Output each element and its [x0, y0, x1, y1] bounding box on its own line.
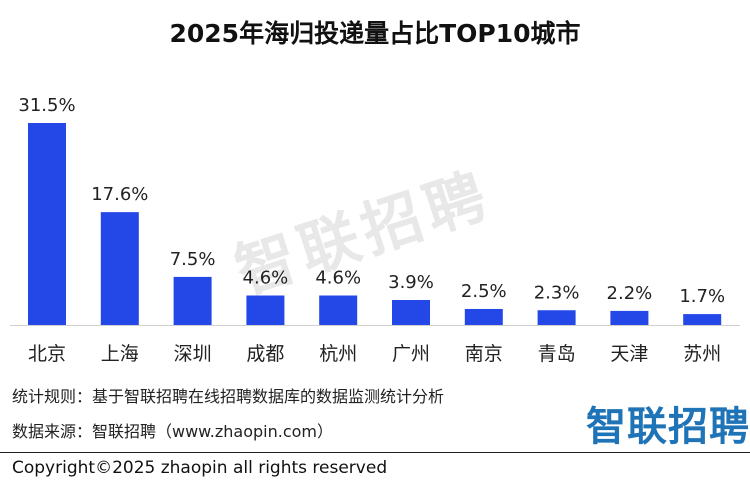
value-label: 4.6% [243, 268, 289, 289]
value-label: 31.5% [18, 95, 75, 116]
category-label: 北京 [28, 343, 66, 365]
bar-chart: 31.5% 北京 17.6% 上海 7.5% 深圳 4.6% 成都 4.6% 杭州 3.9% 广州 2.… [10, 95, 740, 365]
category-label: 深圳 [174, 343, 212, 365]
category-label: 广州 [392, 343, 430, 365]
bar-杭州 [319, 295, 358, 325]
chart-title: 2025年海归投递量占比TOP10城市 [169, 19, 581, 48]
category-label: 南京 [465, 343, 503, 365]
bar-成都 [246, 295, 285, 325]
value-label: 3.9% [388, 272, 434, 293]
bar-深圳 [173, 276, 212, 325]
category-label: 成都 [246, 343, 284, 365]
footer-divider [0, 452, 750, 453]
category-label: 上海 [101, 343, 139, 365]
copyright-text: Copyright©2025 zhaopin all rights reserv… [12, 458, 388, 478]
category-label: 苏州 [683, 343, 721, 365]
category-label: 天津 [610, 343, 648, 365]
value-label: 1.7% [679, 286, 725, 307]
value-label: 7.5% [170, 249, 216, 270]
bar-南京 [464, 308, 503, 325]
bar-上海 [100, 212, 139, 325]
category-label: 杭州 [319, 343, 357, 365]
value-label: 2.5% [461, 281, 507, 302]
category-label: 青岛 [538, 343, 576, 365]
value-label: 2.3% [534, 282, 580, 303]
bar-青岛 [537, 310, 576, 325]
value-label: 17.6% [91, 184, 148, 205]
data-source-note: 数据来源：智联招聘（www.zhaopin.com） [12, 422, 334, 441]
value-label: 4.6% [315, 268, 361, 289]
bar-天津 [610, 310, 649, 325]
bar-北京 [28, 123, 66, 325]
zhaopin-logo: 智联招聘 [586, 404, 750, 450]
value-label: 2.2% [607, 283, 653, 304]
statistics-rule-note: 统计规则：基于智联招聘在线招聘数据库的数据监测统计分析 [12, 387, 445, 406]
bar-广州 [392, 299, 430, 325]
bar-苏州 [683, 314, 722, 325]
